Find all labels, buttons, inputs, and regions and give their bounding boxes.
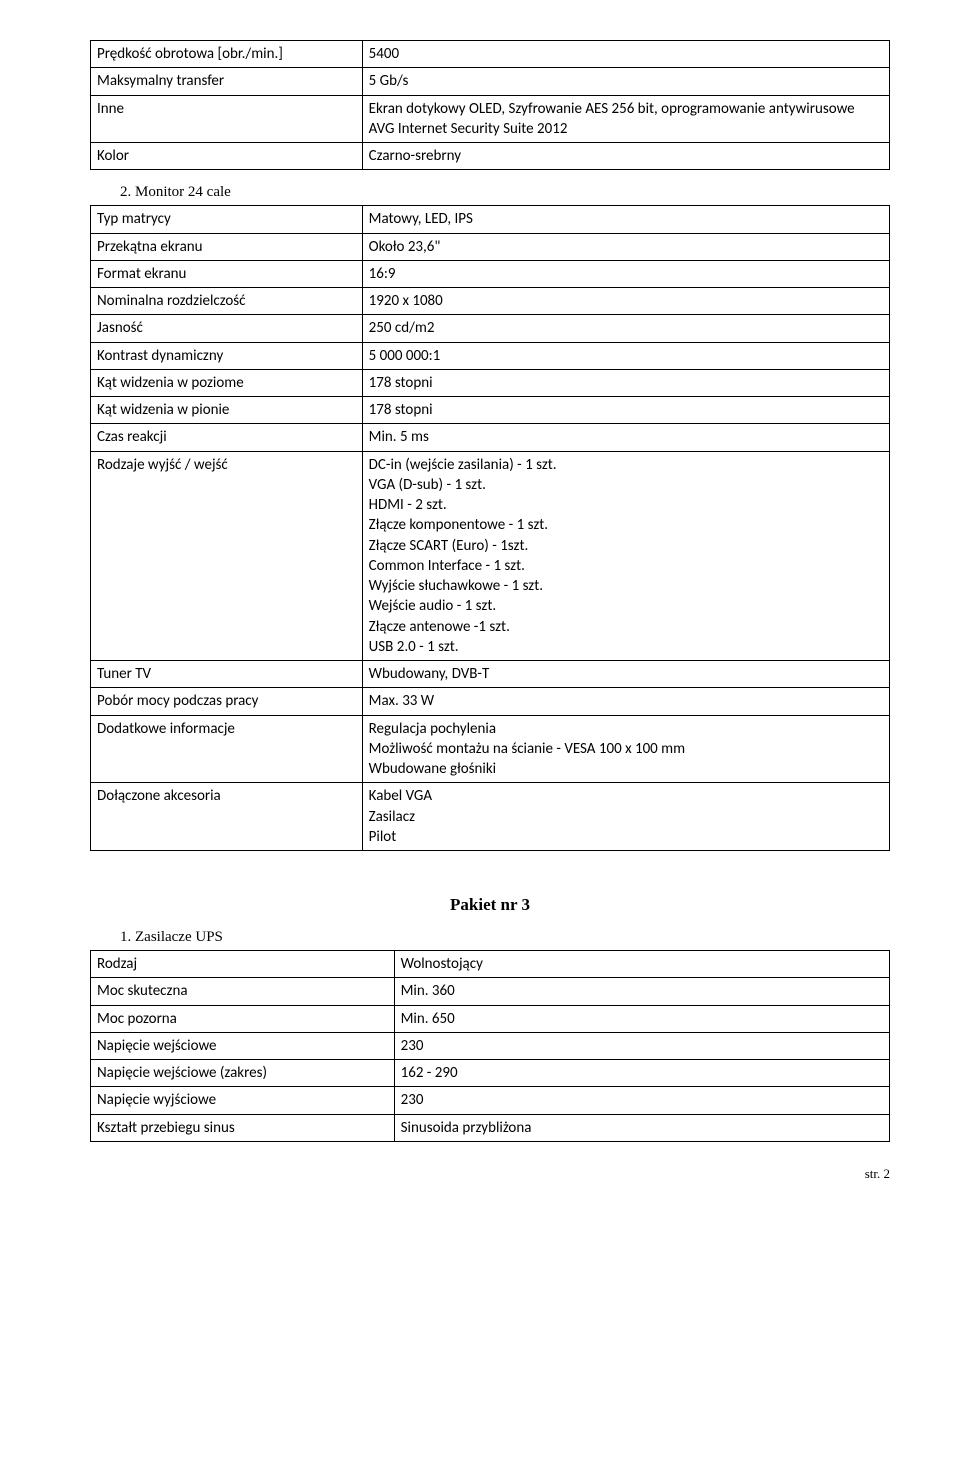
table2-row: Kąt widzenia w poziome178 stopni [91,369,890,396]
table3-row: Kształt przebiegu sinusSinusoida przybli… [91,1114,890,1141]
spec-label: Rodzaje wyjść / wejść [91,451,363,661]
table3-row: Napięcie wyjściowe230 [91,1087,890,1114]
spec-value: Wolnostojący [394,951,889,978]
spec-value: 5 Gb/s [362,68,889,95]
table1-row: InneEkran dotykowy OLED, Szyfrowanie AES… [91,95,890,143]
spec-label: Dodatkowe informacje [91,715,363,783]
spec-value: 162 - 290 [394,1060,889,1087]
spec-value: Wbudowany, DVB-T [362,661,889,688]
table2-row: Tuner TVWbudowany, DVB-T [91,661,890,688]
spec-value: Regulacja pochyleniaMożliwość montażu na… [362,715,889,783]
spec-label: Jasność [91,315,363,342]
pakiet-title: Pakiet nr 3 [90,895,890,915]
spec-table-3: RodzajWolnostojącyMoc skutecznaMin. 360M… [90,950,890,1142]
spec-label: Kąt widzenia w pionie [91,397,363,424]
table2-row: Przekątna ekranuOkoło 23,6" [91,233,890,260]
spec-label: Prędkość obrotowa [obr./min.] [91,41,363,68]
table2-row: Jasność250 cd/m2 [91,315,890,342]
table3-row: Napięcie wejściowe230 [91,1032,890,1059]
section-2-title: 2. Monitor 24 cale [120,184,890,201]
spec-value: DC-in (wejście zasilania) - 1 szt.VGA (D… [362,451,889,661]
spec-value: 230 [394,1032,889,1059]
table2-row: Typ matrycyMatowy, LED, IPS [91,206,890,233]
spec-label: Moc pozorna [91,1005,395,1032]
spec-value: Sinusoida przybliżona [394,1114,889,1141]
spec-value: 178 stopni [362,369,889,396]
spec-table-2: Typ matrycyMatowy, LED, IPSPrzekątna ekr… [90,205,890,851]
spec-value: 16:9 [362,260,889,287]
page-number: str. 2 [90,1166,890,1182]
spec-label: Kształt przebiegu sinus [91,1114,395,1141]
spec-value: Min. 5 ms [362,424,889,451]
table2-row: Format ekranu16:9 [91,260,890,287]
table2-row: Rodzaje wyjść / wejśćDC-in (wejście zasi… [91,451,890,661]
table3-row: Napięcie wejściowe (zakres)162 - 290 [91,1060,890,1087]
spec-label: Dołączone akcesoria [91,783,363,851]
spec-label: Napięcie wyjściowe [91,1087,395,1114]
spec-value: Max. 33 W [362,688,889,715]
spec-label: Tuner TV [91,661,363,688]
spec-label: Inne [91,95,363,143]
table1-row: KolorCzarno-srebrny [91,143,890,170]
table3-row: Moc skutecznaMin. 360 [91,978,890,1005]
spec-value: 250 cd/m2 [362,315,889,342]
spec-label: Pobór mocy podczas pracy [91,688,363,715]
spec-value: 1920 x 1080 [362,288,889,315]
spec-label: Kolor [91,143,363,170]
spec-value: Około 23,6" [362,233,889,260]
spec-label: Napięcie wejściowe [91,1032,395,1059]
spec-value: Matowy, LED, IPS [362,206,889,233]
table2-row: Czas reakcjiMin. 5 ms [91,424,890,451]
section-3-title: 1. Zasilacze UPS [120,929,890,946]
spec-value: Min. 650 [394,1005,889,1032]
spec-label: Moc skuteczna [91,978,395,1005]
table2-row: Nominalna rozdzielczość1920 x 1080 [91,288,890,315]
spec-label: Czas reakcji [91,424,363,451]
spec-value: Min. 360 [394,978,889,1005]
table2-row: Kontrast dynamiczny5 000 000:1 [91,342,890,369]
spec-table-1: Prędkość obrotowa [obr./min.]5400Maksyma… [90,40,890,170]
spec-label: Rodzaj [91,951,395,978]
spec-value: 178 stopni [362,397,889,424]
spec-label: Przekątna ekranu [91,233,363,260]
table2-row: Dodatkowe informacjeRegulacja pochylenia… [91,715,890,783]
table3-row: Moc pozornaMin. 650 [91,1005,890,1032]
spec-label: Kontrast dynamiczny [91,342,363,369]
spec-value: 5 000 000:1 [362,342,889,369]
table2-row: Pobór mocy podczas pracyMax. 33 W [91,688,890,715]
spec-value: Czarno-srebrny [362,143,889,170]
table1-row: Maksymalny transfer5 Gb/s [91,68,890,95]
table1-row: Prędkość obrotowa [obr./min.]5400 [91,41,890,68]
spec-value: 5400 [362,41,889,68]
table3-row: RodzajWolnostojący [91,951,890,978]
spec-label: Maksymalny transfer [91,68,363,95]
spec-value: Kabel VGAZasilaczPilot [362,783,889,851]
spec-label: Napięcie wejściowe (zakres) [91,1060,395,1087]
spec-label: Kąt widzenia w poziome [91,369,363,396]
spec-label: Nominalna rozdzielczość [91,288,363,315]
spec-value: Ekran dotykowy OLED, Szyfrowanie AES 256… [362,95,889,143]
spec-label: Format ekranu [91,260,363,287]
spec-value: 230 [394,1087,889,1114]
table2-row: Dołączone akcesoriaKabel VGAZasilaczPilo… [91,783,890,851]
table2-row: Kąt widzenia w pionie178 stopni [91,397,890,424]
spec-label: Typ matrycy [91,206,363,233]
